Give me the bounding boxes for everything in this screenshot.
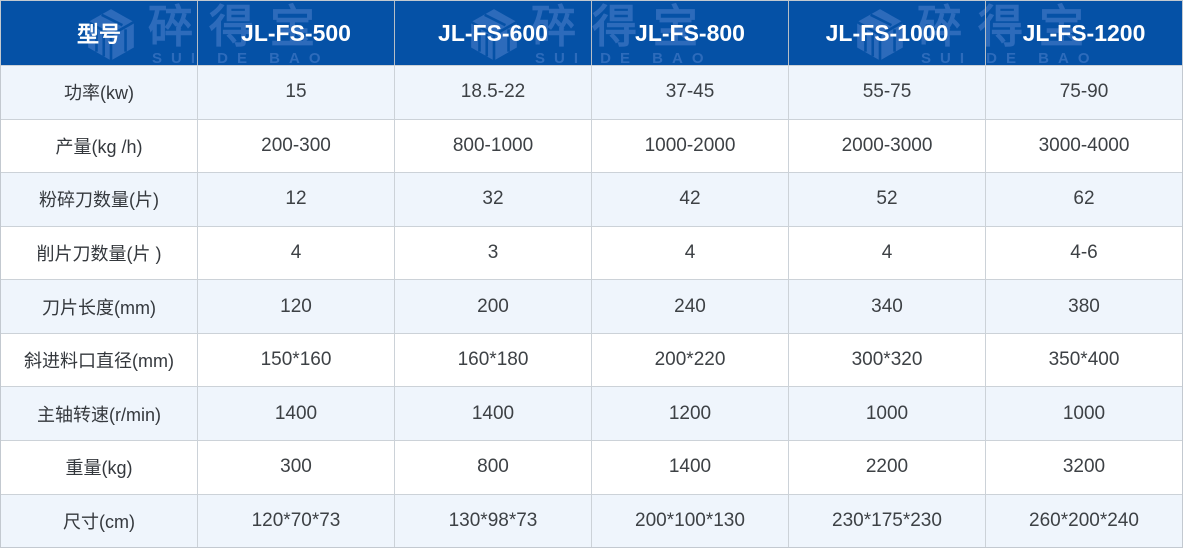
cell: 1400 (197, 387, 394, 440)
table-row-dimensions: 尺寸(cm) 120*70*73 130*98*73 200*100*130 2… (1, 493, 1182, 548)
cell: 200-300 (197, 119, 394, 173)
row-label: 斜进料口直径(mm) (24, 351, 174, 372)
header-cell-jl-fs-500: JL-FS-500 (197, 1, 394, 65)
cell: 240 (591, 280, 788, 333)
cell: 37-45 (591, 66, 788, 119)
cell: 200*100*130 (591, 494, 788, 548)
table-row-blade-length: 刀片长度(mm) 120 200 240 340 380 (1, 279, 1182, 333)
cell: 2000-3000 (788, 119, 985, 173)
cell: 4 (591, 226, 788, 280)
table-row-spindle-speed: 主轴转速(r/min) 1400 1400 1200 1000 1000 (1, 386, 1182, 440)
table-row-crushing-blades: 粉碎刀数量(片) 12 32 42 52 62 (1, 172, 1182, 226)
row-label: 刀片长度(mm) (42, 297, 156, 318)
cell: 3 (394, 226, 591, 280)
table-header-row: 碎得宝 SUI DE BAO 碎得宝 SUI (1, 1, 1182, 65)
cell: 800 (394, 440, 591, 494)
cell: 75-90 (985, 66, 1182, 119)
row-label: 功率(kw) (64, 83, 134, 104)
header-cell-jl-fs-600: JL-FS-600 (394, 1, 591, 65)
cell: 300 (197, 440, 394, 494)
row-label: 重量(kg) (65, 458, 133, 479)
cell: 300*320 (788, 333, 985, 387)
cell: 52 (788, 173, 985, 226)
cell: 4-6 (985, 226, 1182, 280)
cell: 380 (985, 280, 1182, 333)
cell: 200*220 (591, 333, 788, 387)
cell: 62 (985, 173, 1182, 226)
cell: 160*180 (394, 333, 591, 387)
cell: 260*200*240 (985, 494, 1182, 548)
row-label: 削片刀数量(片 ) (36, 243, 162, 264)
cell: 230*175*230 (788, 494, 985, 548)
cell: 4 (788, 226, 985, 280)
cell: 2200 (788, 440, 985, 494)
cell: 32 (394, 173, 591, 226)
cell: 150*160 (197, 333, 394, 387)
header-cell-jl-fs-800: JL-FS-800 (591, 1, 788, 65)
cell: 120*70*73 (197, 494, 394, 548)
cell: 18.5-22 (394, 66, 591, 119)
cell: 55-75 (788, 66, 985, 119)
row-label: 粉碎刀数量(片) (39, 190, 159, 211)
cell: 1000 (985, 387, 1182, 440)
table-row-output: 产量(kg /h) 200-300 800-1000 1000-2000 200… (1, 118, 1182, 173)
cell: 3200 (985, 440, 1182, 494)
row-label: 尺寸(cm) (63, 511, 135, 532)
cell: 120 (197, 280, 394, 333)
header-cell-model-label: 型号 (76, 22, 121, 47)
cell: 130*98*73 (394, 494, 591, 548)
cell: 800-1000 (394, 119, 591, 173)
table-row-inlet-diameter: 斜进料口直径(mm) 150*160 160*180 200*220 300*3… (1, 332, 1182, 387)
cell: 42 (591, 173, 788, 226)
cell: 340 (788, 280, 985, 333)
header-cell-jl-fs-1000: JL-FS-1000 (788, 1, 985, 65)
table-body: 功率(kw) 15 18.5-22 37-45 55-75 75-90 产量(k… (1, 65, 1182, 548)
row-label: 主轴转速(r/min) (37, 404, 161, 425)
row-label: 产量(kg /h) (55, 136, 143, 157)
cell: 1000-2000 (591, 119, 788, 173)
cell: 1400 (591, 440, 788, 494)
cell: 200 (394, 280, 591, 333)
table-row-weight: 重量(kg) 300 800 1400 2200 3200 (1, 439, 1182, 494)
table-row-chipping-blades: 削片刀数量(片 ) 4 3 4 4 4-6 (1, 225, 1182, 280)
table-row-power: 功率(kw) 15 18.5-22 37-45 55-75 75-90 (1, 65, 1182, 119)
cell: 1200 (591, 387, 788, 440)
cell: 3000-4000 (985, 119, 1182, 173)
cell: 350*400 (985, 333, 1182, 387)
cell: 1000 (788, 387, 985, 440)
cell: 1400 (394, 387, 591, 440)
cell: 4 (197, 226, 394, 280)
cell: 15 (197, 66, 394, 119)
cell: 12 (197, 173, 394, 226)
header-cell-jl-fs-1200: JL-FS-1200 (985, 1, 1182, 65)
